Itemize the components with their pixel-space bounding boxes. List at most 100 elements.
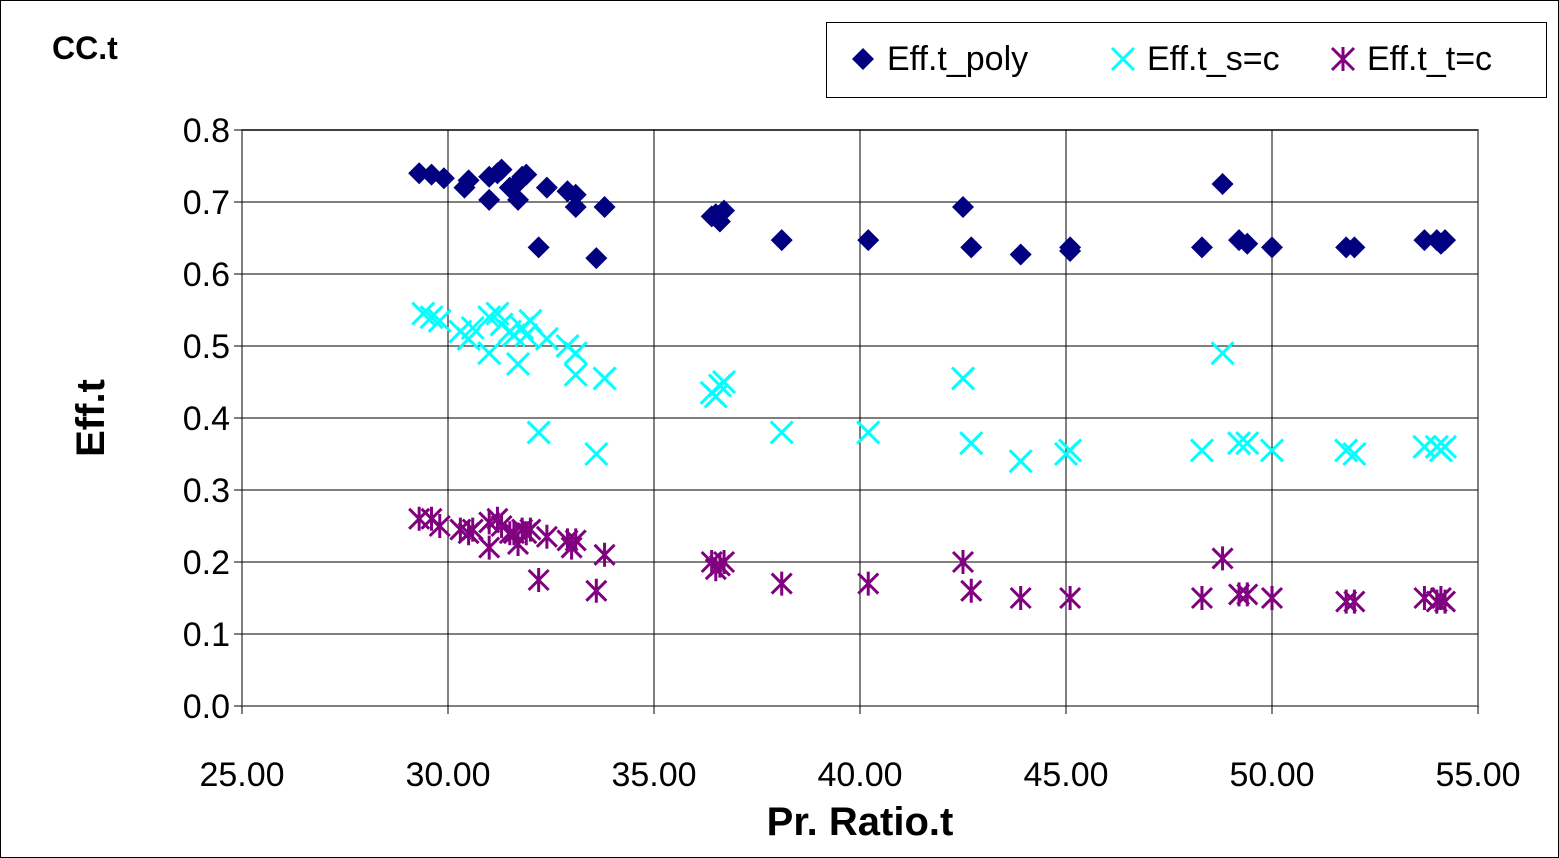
data-point-x [514,323,539,348]
data-point-x [769,420,794,445]
data-point-asterisk [461,517,484,542]
data-point-x [1210,341,1235,366]
data-point-diamond [564,183,587,206]
data-point-asterisk [527,568,550,592]
data-point-x [411,301,436,326]
legend-label-eff-t-s-c: Eff.t_s=c [1147,39,1280,78]
x-tick-label: 50.00 [1229,756,1314,794]
x-axis-label: Pr. Ratio.t [767,800,954,844]
data-point-diamond [1434,229,1457,252]
y-axis-label: Eff.t [69,379,113,457]
data-point-asterisk [478,535,501,560]
diamond-marker-icon [852,48,874,70]
legend-item-eff-t-s-c: Eff.t_s=c [1107,35,1280,83]
data-point-x [1058,438,1083,463]
data-point-asterisk [770,571,793,596]
data-point-asterisk [1211,546,1234,571]
data-point-asterisk [712,550,736,574]
data-point-x [1342,441,1367,467]
y-tick-label: 0.4 [183,400,230,438]
data-point-asterisk [535,524,558,549]
data-point-diamond [857,229,880,252]
y-tick-label: 0.8 [183,112,230,150]
data-point-asterisk [593,542,616,567]
data-point-diamond [1211,173,1234,195]
data-point-x [505,351,531,377]
data-point-asterisk [1190,586,1214,610]
data-points [408,158,1458,614]
data-point-diamond [960,236,983,259]
data-point-x [1008,449,1033,474]
data-point-diamond [490,158,513,181]
data-point-diamond [1009,243,1032,266]
data-point-diamond [713,199,736,222]
data-point-x [460,315,485,341]
data-point-x [1259,438,1285,463]
data-point-diamond [593,196,616,219]
data-point-asterisk [951,550,975,574]
data-point-asterisk [519,517,542,542]
y-tick-label: 0.2 [183,544,230,582]
y-tick-label: 0.7 [183,184,230,222]
data-point-diamond [770,229,793,252]
y-tick-label: 0.0 [183,688,230,726]
data-point-asterisk [1009,586,1032,610]
y-tick-label: 0.3 [183,472,230,510]
asterisk-marker-icon [1330,46,1356,72]
data-point-diamond [507,188,530,211]
data-point-x [526,420,551,445]
data-point-x [1334,438,1359,463]
data-point-x [477,341,502,366]
data-point-asterisk [1236,582,1259,607]
data-point-x [959,431,984,456]
data-point-diamond [432,167,455,190]
data-point-diamond [1413,229,1436,252]
data-point-asterisk [960,578,983,603]
data-point-asterisk [1433,589,1457,614]
legend-item-eff-t-poly: Eff.t_poly [847,35,1028,83]
data-point-x [563,362,588,387]
x-tick-label: 55.00 [1435,756,1520,794]
data-point-asterisk [428,514,451,538]
data-point-x [1432,434,1458,459]
x-tick-label: 25.00 [199,756,284,794]
legend-label-eff-t-poly: Eff.t_poly [887,39,1029,78]
y-tick-label: 0.5 [183,328,230,366]
chart-title: CC.t [52,30,118,66]
data-point-asterisk [1413,586,1436,610]
gridlines [234,129,1479,714]
data-point-x [711,369,737,395]
data-point-diamond [1236,232,1259,255]
legend-item-eff-t-t-c: Eff.t_t=c [1327,35,1492,83]
x-marker-icon [1110,46,1136,72]
data-point-asterisk [857,571,880,596]
data-point-x [1235,431,1260,456]
tick-labels: 0.0 0.1 0.2 0.3 0.4 0.5 0.6 0.7 0.8 25.00 30.00 35.… [183,112,1521,794]
data-point-diamond [478,188,501,211]
x-tick-label: 35.00 [611,756,696,794]
data-point-x [856,420,881,445]
data-point-x [563,341,588,366]
data-point-x [477,305,502,330]
data-point-diamond [527,236,550,259]
data-point-diamond [535,176,558,199]
data-point-diamond [1343,236,1366,259]
data-point-x [584,441,609,467]
data-point-asterisk [564,528,587,553]
data-point-diamond [1261,236,1283,259]
data-point-diamond [585,247,608,270]
data-point-x [419,305,444,330]
data-point-asterisk [498,521,521,546]
data-point-diamond [1059,236,1082,259]
data-point-x [427,308,452,333]
data-point-diamond [515,163,538,186]
data-point-asterisk [1260,586,1284,610]
y-tick-label: 0.6 [183,256,230,294]
data-point-x [1189,438,1215,463]
x-tick-label: 40.00 [817,756,902,794]
data-point-x [1226,431,1252,456]
x-tick-label: 45.00 [1023,756,1108,794]
data-point-diamond [952,196,974,219]
data-point-x [592,366,617,391]
legend-label-eff-t-t-c: Eff.t_t=c [1367,39,1493,78]
